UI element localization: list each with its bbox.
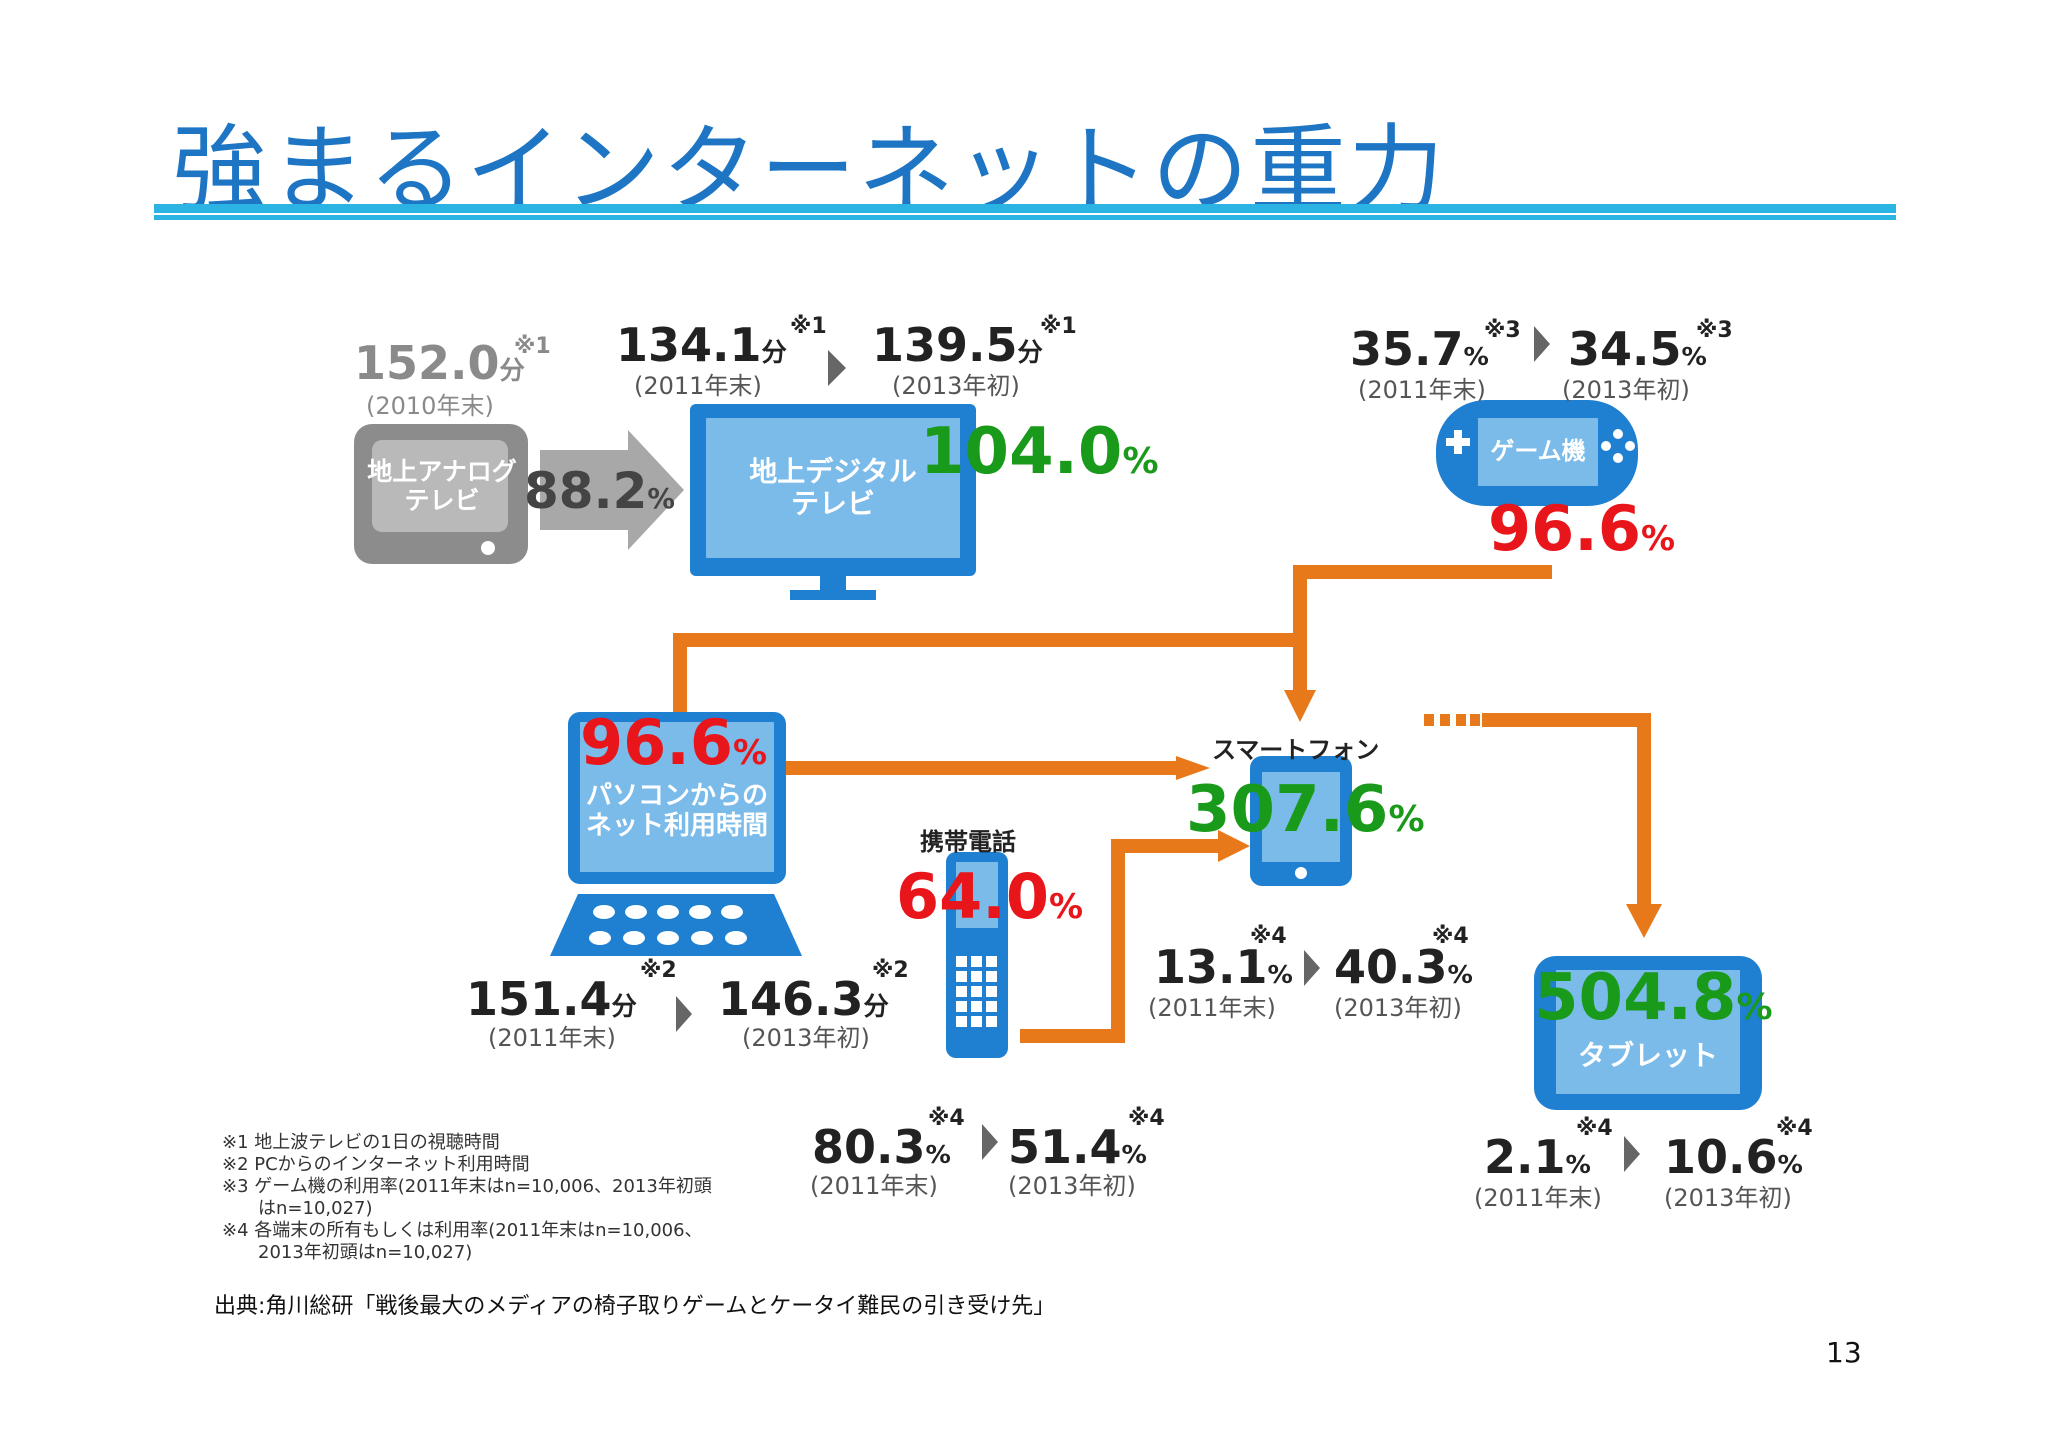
- pc-2013-value: 146.3分: [718, 972, 889, 1026]
- pc-label: パソコンからの ネット利用時間: [585, 781, 768, 841]
- note-mark: ※4: [928, 1106, 965, 1131]
- mobile-2013-value: 51.4%: [1008, 1120, 1147, 1174]
- date-label: (2010年末): [366, 392, 494, 420]
- tablet-label: タブレット: [1577, 1039, 1718, 1072]
- analog-tv-icon: [354, 424, 528, 564]
- footnote-2: ※2 PCからのインターネット利用時間: [222, 1154, 530, 1175]
- mobile-ratio: 64.0%: [896, 860, 1084, 933]
- analog-tv-label: 地上アナログ テレビ: [367, 457, 517, 515]
- smartphone-label: スマートフォン: [1212, 736, 1380, 764]
- date-label: (2011年末): [634, 372, 762, 400]
- note-mark: ※4: [1250, 924, 1287, 949]
- smartphone-ratio: 307.6%: [1186, 773, 1425, 847]
- date-label: (2013年初): [1334, 994, 1462, 1022]
- gray-arrow: [540, 430, 684, 550]
- footnote-4-cont: 2013年初頭はn=10,027): [258, 1242, 473, 1263]
- tablet-ratio: 504.8%: [1534, 961, 1773, 1035]
- game-console-icon: [1436, 400, 1638, 506]
- orange-arrows: [673, 565, 1651, 1043]
- game-2013-value: 34.5%: [1568, 322, 1707, 376]
- title-rule-lower: [154, 215, 1896, 220]
- mobile-2011-value: 80.3%: [812, 1120, 951, 1174]
- note-mark: ※4: [1776, 1116, 1813, 1141]
- date-label: (2013年初): [742, 1024, 870, 1052]
- date-label: (2011年末): [1148, 994, 1276, 1022]
- analog-to-digital-ratio: 88.2%: [524, 462, 675, 520]
- source-citation: 出典:角川総研「戦後最大のメディアの椅子取りゲームとケータイ難民の引き受け先」: [214, 1294, 1056, 1319]
- note-mark: ※4: [1576, 1116, 1613, 1141]
- note-mark: ※2: [640, 958, 677, 983]
- note-mark: ※1: [514, 334, 551, 359]
- mobile-phone-icon: [946, 852, 1008, 1058]
- page-number: 13: [1826, 1336, 1862, 1369]
- pc-icon: [550, 712, 802, 956]
- analog-tv-value: 152.0分: [354, 336, 525, 390]
- footnote-4: ※4 各端末の所有もしくは利用率(2011年末はn=10,006、: [222, 1220, 703, 1241]
- game-console-label: ゲーム機: [1490, 437, 1586, 465]
- footnote-1: ※1 地上波テレビの1日の視聴時間: [222, 1132, 500, 1153]
- smartphone-icon: [1250, 756, 1352, 886]
- note-mark: ※3: [1484, 318, 1521, 343]
- date-label: (2011年末): [1358, 376, 1486, 404]
- date-label: (2013年初): [1008, 1172, 1136, 1200]
- tablet-icon: [1534, 956, 1762, 1110]
- date-label: (2013年初): [892, 372, 1020, 400]
- date-label: (2013年初): [1664, 1184, 1792, 1212]
- digital-tv-icon: [690, 404, 976, 600]
- digital-tv-label: 地上デジタル テレビ: [749, 455, 917, 521]
- date-label: (2011年末): [810, 1172, 938, 1200]
- pc-2011-value: 151.4分: [466, 972, 637, 1026]
- smartphone-2011-value: 13.1%: [1154, 940, 1293, 994]
- smartphone-2013-value: 40.3%: [1334, 940, 1473, 994]
- note-mark: ※2: [872, 958, 909, 983]
- note-mark: ※1: [790, 314, 827, 339]
- footnote-3: ※3 ゲーム機の利用率(2011年末はn=10,006、2013年初頭: [222, 1176, 712, 1197]
- note-mark: ※3: [1696, 318, 1733, 343]
- footnote-3-cont: はn=10,027): [258, 1198, 373, 1219]
- title-rule: [154, 204, 1896, 213]
- game-2011-value: 35.7%: [1350, 322, 1489, 376]
- date-label: (2011年末): [488, 1024, 616, 1052]
- tablet-2011-value: 2.1%: [1484, 1130, 1591, 1184]
- tablet-2013-value: 10.6%: [1664, 1130, 1803, 1184]
- date-label: (2013年初): [1562, 376, 1690, 404]
- note-mark: ※1: [1040, 314, 1077, 339]
- note-mark: ※4: [1432, 924, 1469, 949]
- digital-tv-ratio: 104.0%: [920, 415, 1159, 489]
- digital-tv-2013-value: 139.5分: [872, 318, 1043, 372]
- pc-ratio: 96.6%: [580, 706, 768, 779]
- note-mark: ※4: [1128, 1106, 1165, 1131]
- digital-tv-2011-value: 134.1分: [616, 318, 787, 372]
- mobile-phone-label: 携帯電話: [920, 828, 1016, 856]
- date-label: (2011年末): [1474, 1184, 1602, 1212]
- game-ratio: 96.6%: [1488, 492, 1676, 565]
